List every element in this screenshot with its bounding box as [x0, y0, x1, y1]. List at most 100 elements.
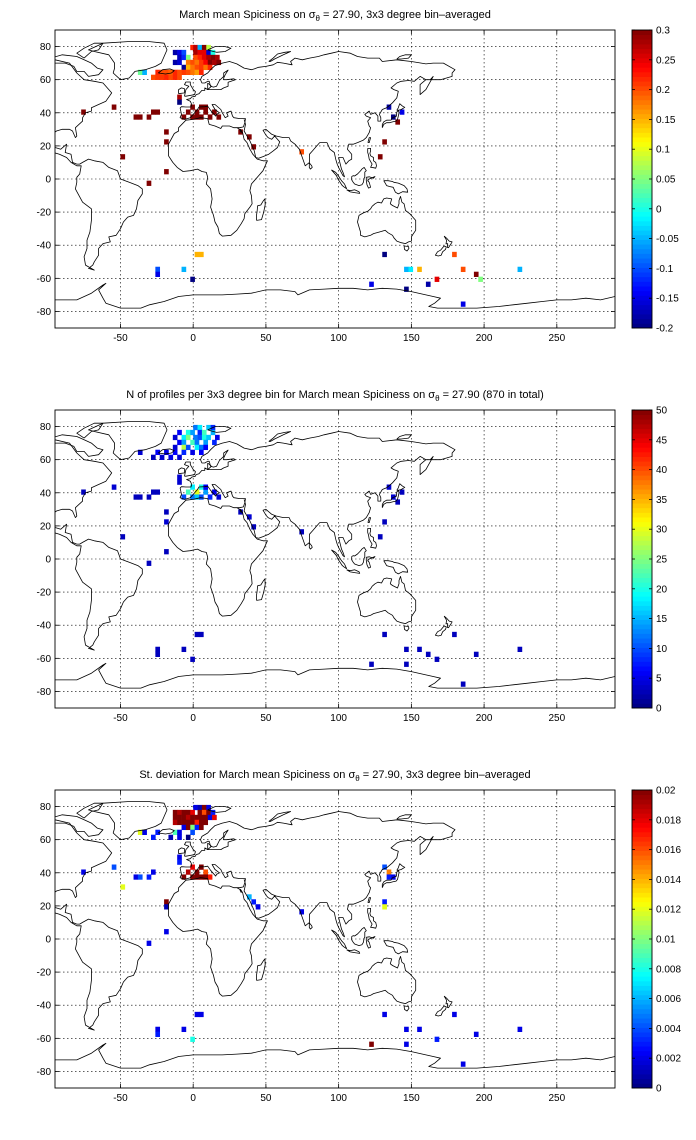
colorbar-segment — [632, 146, 652, 152]
data-cell — [172, 444, 178, 451]
data-cell — [190, 809, 195, 816]
y-tick-label: -60 — [37, 1034, 52, 1045]
colorbar-tick-label: 0 — [656, 704, 662, 715]
coastline — [88, 421, 168, 461]
coastline — [158, 828, 175, 835]
data-cell — [193, 424, 198, 431]
panel-3-title: St. deviation for March mean Spiciness o… — [139, 769, 530, 783]
data-cell — [111, 104, 117, 110]
coastline — [351, 166, 367, 187]
data-cell — [206, 424, 211, 431]
colorbar-tick-label: 0.25 — [656, 55, 676, 66]
colorbar-segment — [632, 827, 652, 833]
data-cell — [201, 44, 207, 51]
data-cell — [382, 139, 387, 145]
data-cell — [172, 434, 178, 441]
x-tick-label: 0 — [190, 333, 196, 344]
colorbar-segment — [632, 1083, 652, 1089]
coastline — [179, 431, 456, 558]
coastline — [443, 235, 453, 249]
data-cell — [185, 819, 191, 826]
colorbar-tick-label: 15 — [656, 614, 668, 625]
colorbar-segment — [632, 808, 652, 814]
colorbar-segment — [632, 794, 652, 800]
data-cell — [172, 69, 178, 75]
data-cell — [142, 69, 147, 75]
x-tick-label: 150 — [403, 1093, 420, 1104]
colorbar-segment — [632, 698, 652, 704]
colorbar-tick-label: 10 — [656, 644, 668, 655]
data-cell — [190, 69, 195, 75]
colorbar-segment — [632, 132, 652, 138]
coastline — [76, 422, 104, 439]
data-cell — [404, 1041, 409, 1047]
colorbar-segment — [632, 577, 652, 583]
data-cell — [404, 266, 409, 273]
data-cell — [199, 631, 204, 638]
data-cell — [201, 434, 207, 441]
data-cell — [395, 119, 401, 125]
colorbar-segment — [632, 790, 652, 796]
colorbar-segment — [632, 855, 652, 861]
colorbar-segment — [632, 939, 652, 945]
data-cell — [168, 834, 174, 840]
data-cell — [185, 489, 191, 495]
data-cell — [181, 494, 187, 500]
data-cell — [155, 829, 161, 835]
colorbar-segment — [632, 642, 652, 648]
data-cell — [193, 804, 198, 811]
data-cell — [203, 104, 209, 110]
coastlines — [55, 421, 615, 689]
colorbar-segment — [632, 53, 652, 59]
colorbar-segment — [632, 628, 652, 634]
data-cell — [190, 439, 195, 446]
data-cell — [197, 54, 203, 61]
data-cell — [190, 104, 195, 110]
data-cell — [146, 874, 152, 880]
colorbar-segment — [632, 540, 652, 546]
data-cell — [177, 94, 182, 100]
colorbar-segment — [632, 151, 652, 157]
y-tick-label: 80 — [40, 422, 52, 433]
data-cell — [194, 64, 200, 71]
coastline — [396, 434, 412, 440]
colorbar-segment — [632, 572, 652, 579]
panel-2-title: N of profiles per 3x3 degree bin for Mar… — [126, 389, 544, 403]
coastline — [168, 864, 268, 997]
data-cell — [203, 109, 209, 115]
coastline — [207, 806, 232, 813]
data-cell — [151, 74, 156, 80]
data-cell — [201, 809, 207, 816]
panel-2-colorbar: 0 5 10 15 20 25 30 35 40 45 50 — [631, 406, 668, 715]
colorbar-segment — [632, 39, 652, 45]
colorbar-segment — [632, 451, 652, 457]
data-cell — [197, 434, 203, 441]
colorbar-segment — [632, 272, 652, 278]
panel-1-colorbar: -0.2 -0.15 -0.1 -0.05 0 0.05 0.1 0.15 0.2 0.25 0.3 — [631, 26, 679, 335]
coastline — [256, 198, 266, 221]
data-cell — [133, 494, 139, 500]
panel-1: March mean Spiciness on σθ = 27.90, 3x3 … — [37, 9, 680, 344]
data-cell — [386, 869, 392, 875]
colorbar-segment — [632, 286, 652, 292]
panel-1-axes: -50 0 50 100 150 200 250 -80 -60 -40 -20 0 20 40 60 80 — [37, 29, 616, 344]
panel-1-title: March mean Spiciness on σθ = 27.90, 3x3 … — [179, 9, 491, 23]
data-cell — [181, 824, 187, 831]
colorbar-segment — [632, 1022, 652, 1028]
data-cell — [386, 104, 392, 110]
colorbar-segment — [632, 929, 652, 935]
x-tick-label: 50 — [260, 713, 272, 724]
colorbar-segment — [632, 1018, 652, 1024]
coastline — [396, 814, 412, 820]
colorbar-segment — [632, 638, 652, 644]
colorbar-segment — [632, 211, 652, 217]
data-cell — [199, 449, 204, 455]
data-cell — [181, 809, 187, 816]
data-cell — [81, 109, 86, 115]
data-cell — [194, 824, 200, 831]
colorbar-segment — [632, 845, 652, 851]
colorbar-segment — [632, 1032, 652, 1038]
coastline — [434, 245, 447, 257]
data-cell — [207, 64, 213, 71]
colorbar-segment — [632, 911, 652, 917]
